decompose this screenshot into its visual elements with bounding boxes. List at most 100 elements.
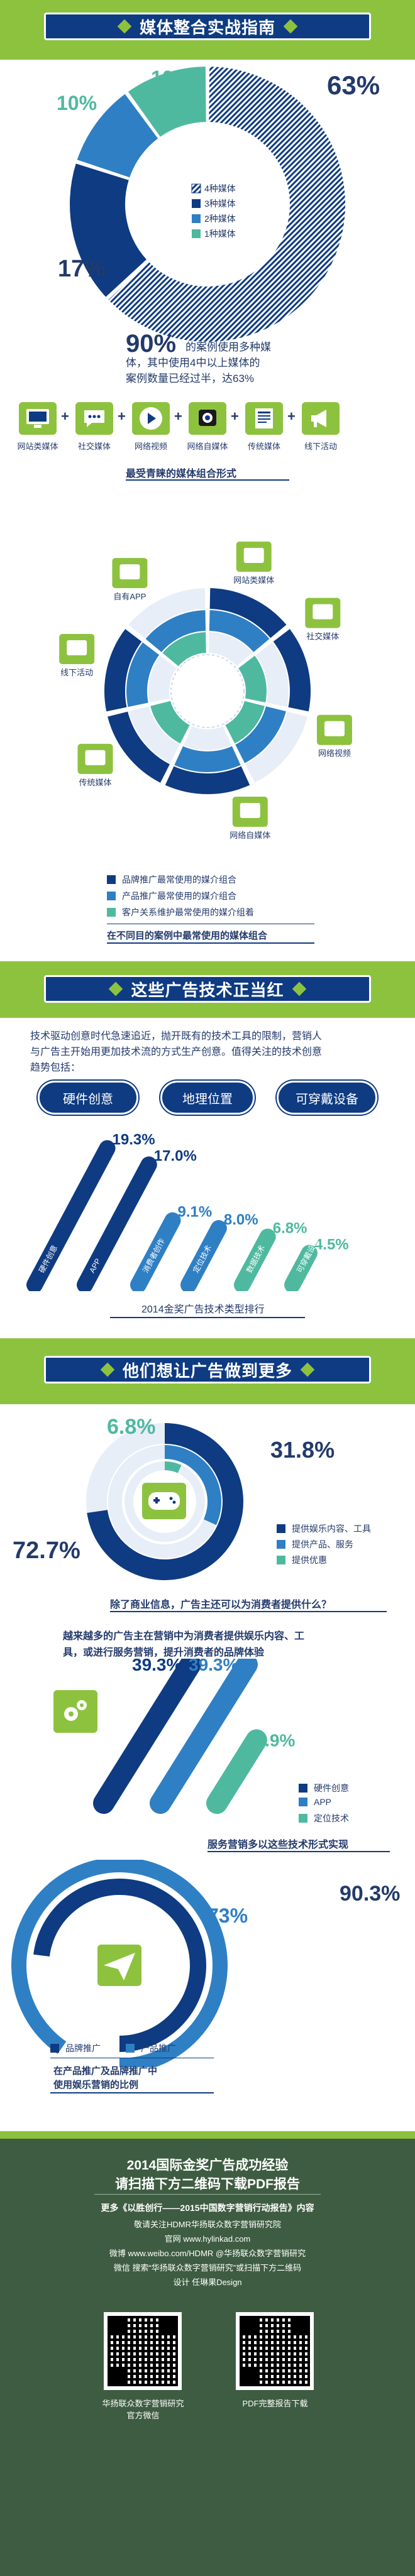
icon-label-offline: 线下活动	[304, 442, 337, 451]
paper-plane-icon	[104, 1953, 135, 1980]
donut-segment-1	[106, 65, 346, 343]
tech-bar-3	[130, 1212, 181, 1291]
service-tech-chart: 39.3% 39.3% 17.9%	[93, 1659, 295, 1814]
radial-cell	[243, 710, 309, 785]
plus-icon: +	[174, 408, 182, 424]
we-media-tile	[189, 402, 226, 435]
radial-cell	[106, 710, 172, 785]
donut-segment-2	[69, 161, 148, 299]
footer-line8: 设计 任琳果Design	[173, 2278, 242, 2287]
donut-label-17: 17%	[58, 256, 106, 282]
footer	[0, 2139, 415, 2576]
svc-legend-location: 定位技术	[299, 1812, 349, 1825]
footer-line4: 敬请关注HDMR华扬联众数字营销研究院	[134, 2220, 281, 2229]
diamond-bullet-icon	[100, 1362, 115, 1377]
svc-legend-app: APP	[299, 1797, 331, 1807]
radial-cell	[271, 627, 312, 713]
plus-icon: +	[61, 408, 69, 424]
qr1-label-2: 官方微信	[126, 2411, 160, 2420]
legend-swatch-4	[191, 183, 201, 194]
section2-title-banner: 这些广告技术正当红	[44, 975, 371, 1003]
radial-caption-underline	[107, 942, 314, 944]
radial-icon-glyph	[119, 564, 140, 580]
icon-label-wemedia: 网络自媒体	[187, 442, 228, 451]
tech-value-label-3: 9.1%	[177, 1204, 212, 1221]
gears-badge	[53, 1690, 97, 1733]
arc-caption-1: 在产品推广及品牌推广中	[53, 2066, 158, 2077]
footer-line7: 微信 搜索“华扬联众数字营销研究”或扫描下方二维码	[113, 2263, 302, 2273]
ring-label-72-7: 72.7%	[13, 1537, 80, 1564]
radial-label: 线下活动	[60, 668, 93, 677]
promotion-arc-chart: 73% 90.3%	[11, 1860, 400, 2067]
legend-swatch-1	[192, 229, 201, 238]
tech-value-label-5: 6.8%	[273, 1220, 307, 1236]
legend-1: 1种媒体	[204, 229, 236, 239]
donut-label-10b: 10%	[151, 67, 191, 89]
arc-caption-underline	[50, 2092, 214, 2093]
website-media-tile	[19, 402, 57, 435]
pre-footer-band	[0, 2131, 415, 2139]
ring-legend-product: 提供产品、服务	[277, 1538, 353, 1551]
radial-caption: 在不同目的案例中最常使用的媒体组合	[107, 931, 268, 941]
radial-label: 传统媒体	[79, 778, 112, 787]
svc-bar-2	[150, 1659, 258, 1814]
radial-legend-product: 产品推广最常使用的媒介组合	[107, 890, 236, 902]
ring-caption: 除了商业信息，广告主还可以为消费者提供什么？	[110, 1600, 332, 1610]
pdf-download-qr-code[interactable]	[236, 2312, 314, 2390]
icon-label-video: 网络视频	[134, 442, 167, 451]
radial-label: 网络视频	[318, 749, 351, 758]
svc-caption: 服务营销多以这些技术形式实现	[208, 1840, 349, 1850]
arc-label-73: 73%	[208, 1904, 248, 1927]
diamond-bullet-icon	[283, 19, 298, 34]
footer-line3: 更多《以胜创行——2015中国数字营销行动报告》内容	[101, 2203, 314, 2213]
section3-title-banner: 他们想让广告做到更多	[44, 1356, 371, 1384]
footer-line2: 请扫描下方二维码下载PDF报告	[115, 2177, 300, 2191]
radial-icon-glyph	[313, 604, 333, 619]
radial-cell	[208, 587, 289, 640]
radial-cell	[103, 627, 144, 713]
radial-legend-brand: 品牌推广最常使用的媒介组合	[107, 873, 236, 886]
section2-intro-2: 与广告主开始用更加技术流的方式生产创意。值得关注的技术创意	[30, 1047, 323, 1057]
svc-bar-3	[206, 1729, 267, 1814]
gamepad-icon	[148, 1492, 180, 1510]
play-icon	[140, 407, 162, 430]
radial-cell	[182, 724, 233, 751]
icons-caption-underline	[126, 479, 289, 481]
tech-bar-2	[77, 1156, 157, 1291]
stat-text-3: 案例数量已经过半，达63%	[126, 373, 255, 385]
plus-icon: +	[287, 408, 296, 424]
tech-bar-6	[284, 1245, 318, 1291]
wechat-qr-code[interactable]	[104, 2312, 182, 2390]
radial-icon-glyph	[85, 750, 106, 765]
svc-legend-hardware: 硬件创意	[299, 1782, 349, 1794]
monitor-icon	[26, 409, 49, 428]
ring-label-31-8: 31.8%	[270, 1437, 335, 1463]
newspaper-icon	[255, 408, 273, 428]
qr-pattern	[240, 2316, 310, 2386]
radial-center	[170, 654, 245, 728]
radial-icon-glyph	[240, 803, 260, 819]
svc-caption-underline	[208, 1851, 390, 1852]
footer-line6[interactable]: 微博 www.weibo.com/HDMR @华扬联众数字营销研究	[109, 2249, 306, 2258]
tech-value-label-4: 8.0%	[224, 1211, 258, 1228]
section3-title: 他们想让广告做到更多	[122, 1361, 292, 1380]
radial-icon-glyph	[67, 640, 87, 656]
section2-intro-3: 趋势包括：	[30, 1062, 81, 1073]
legend-swatch-2	[192, 214, 201, 223]
stat-text-2: 体，其中使用4中以上媒体的	[126, 357, 260, 369]
ring-segment-3	[165, 1461, 182, 1473]
donut-label-10a: 10%	[57, 92, 97, 114]
svc-value-label-1: 39.3%	[132, 1659, 182, 1674]
pill-wearable: 可穿戴设备	[277, 1081, 377, 1115]
section1-title-banner: 媒体整合实战指南	[44, 13, 371, 40]
tech-value-label-2: 17.0%	[154, 1148, 197, 1165]
diamond-bullet-icon	[300, 1362, 315, 1377]
footer-line5[interactable]: 官网 www.hylinkad.com	[164, 2234, 251, 2244]
radial-cell	[163, 764, 252, 795]
svc-bar-1	[93, 1659, 201, 1814]
tech-bar-5	[234, 1228, 276, 1291]
stat-90-number: 90%	[126, 330, 177, 357]
tech-value-label-6: 4.5%	[314, 1236, 349, 1253]
tech-chart-caption: 2014金奖广告技术类型排行	[141, 1304, 265, 1315]
